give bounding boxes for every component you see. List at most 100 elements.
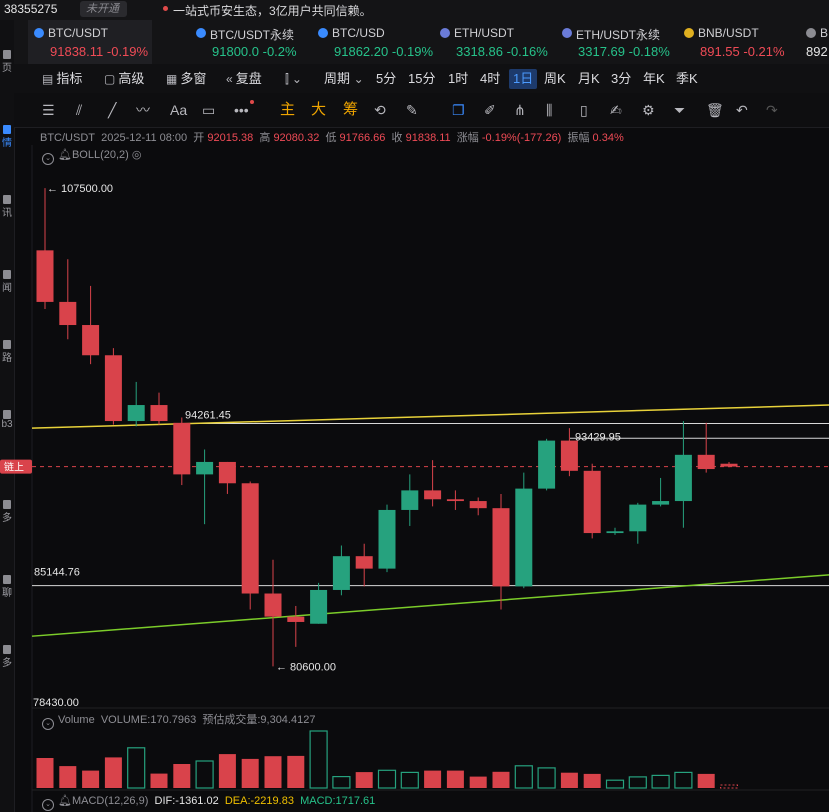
period-month[interactable]: 月K — [578, 71, 600, 86]
swap-icon[interactable]: ⟲ — [374, 102, 386, 118]
rewind-icon: « — [226, 72, 233, 86]
period-quarter[interactable]: 季K — [676, 71, 698, 86]
period-5m[interactable]: 5分 — [376, 71, 397, 86]
candle-down — [82, 325, 100, 356]
volume-bar — [446, 770, 464, 788]
volume-label: ⌄ Volume VOLUME:170.7963 预估成交量:9,304.4127 — [42, 711, 315, 730]
tab-btc-usdt-perp[interactable]: BTC/USDT永续 91800.0 -0.2% — [190, 20, 314, 64]
main-indicator-button[interactable]: 主 — [280, 101, 296, 118]
period-15m[interactable]: 15分 — [408, 71, 436, 86]
candle-up — [127, 405, 145, 422]
volume-bar — [59, 766, 77, 788]
sidebar-item-news-flash[interactable]: 讯 — [0, 195, 14, 219]
left-sidebar: 页 情 讯 闻 路 b3 多 聊 多 — [0, 20, 15, 812]
bnb-icon — [684, 28, 694, 38]
price-label: ← 107500.00 — [47, 183, 113, 195]
advanced-button[interactable]: ▢ 高级 — [104, 69, 144, 89]
sidebar-item-home[interactable]: 页 — [0, 50, 14, 74]
volume-bar — [241, 758, 259, 788]
axis-min-label: 78430.00 — [33, 697, 79, 709]
volume-bar — [287, 755, 305, 788]
btc-icon — [196, 28, 206, 38]
edit-icon[interactable]: ✎ — [406, 102, 418, 118]
tab-btc-usdt[interactable]: BTC/USDT 91838.11 -0.19% — [28, 20, 152, 64]
collapse-icon[interactable]: ⌄ — [42, 799, 54, 811]
bell-icon[interactable]: 🔔︎ — [58, 149, 72, 161]
candle-up — [310, 589, 328, 624]
multi-window-icon: ▦ — [166, 72, 178, 86]
sidebar-item-more[interactable]: 多 — [0, 500, 14, 524]
big-order-button[interactable]: 大 — [311, 101, 327, 118]
candle-down — [355, 556, 373, 569]
pen-icon[interactable]: ✐ — [484, 102, 496, 118]
candles-icon[interactable]: ⫼ — [546, 102, 553, 118]
period-1d[interactable]: 1日 — [509, 69, 538, 89]
sidebar-item-chat[interactable]: 聊 — [0, 575, 14, 599]
volume-bar — [400, 771, 419, 789]
clipboard-icon[interactable]: ▯ — [580, 102, 588, 118]
note-edit-icon[interactable]: ✍ — [610, 102, 622, 118]
eye-hidden-icon[interactable]: ◎ — [131, 149, 142, 161]
candle-up — [674, 454, 692, 502]
volume-bar — [469, 776, 487, 788]
candle-up — [401, 490, 419, 510]
tab-eth-usdt[interactable]: ETH/USDT 3318.86 -0.16% — [434, 20, 558, 64]
period-week[interactable]: 周K — [544, 71, 566, 86]
collapse-icon[interactable]: ⌄ — [42, 718, 54, 730]
tab-btc-usd[interactable]: BTC/USD 91862.20 -0.19% — [312, 20, 436, 64]
period-4h[interactable]: 4时 — [480, 71, 501, 86]
chat-icon — [3, 575, 11, 584]
tab-partial[interactable]: B 892 — [806, 26, 829, 59]
volume-bar — [332, 775, 351, 789]
sidebar-item-roadmap[interactable]: 路 — [0, 340, 14, 364]
redo-icon[interactable]: ↷ — [766, 102, 778, 118]
volume-bar — [492, 771, 510, 788]
wave-icon[interactable]: 〰 — [136, 102, 150, 118]
candle-down — [583, 470, 601, 534]
sidebar-item-news[interactable]: 闻 — [0, 270, 14, 294]
tab-eth-usdt-perp[interactable]: ETH/USDT永续 3317.69 -0.18% — [556, 20, 680, 64]
market-icon — [3, 125, 11, 134]
chart-type-button[interactable]: ⫿ ⌄ — [285, 69, 305, 89]
volume-bar — [628, 776, 647, 789]
advanced-icon: ▢ — [104, 72, 116, 86]
candle-down — [720, 463, 738, 467]
undo-icon[interactable]: ↶ — [736, 102, 748, 118]
magnet-icon[interactable]: ⋔ — [514, 102, 526, 118]
status-badge[interactable]: 未开通 — [80, 1, 127, 17]
candle-up — [332, 556, 350, 590]
sidebar-item-more-2[interactable]: 多 — [0, 645, 14, 669]
candle-down — [104, 355, 122, 422]
period-year[interactable]: 年K — [643, 71, 665, 86]
text-tool-icon[interactable]: Aa — [170, 102, 188, 118]
volume-bar — [82, 770, 100, 788]
trash-icon[interactable]: 🗑 — [706, 102, 724, 118]
sidebar-item-market[interactable]: 情 — [0, 125, 14, 149]
macd-label: ⌄ 🔔︎MACD(12,26,9) DIF:-1361.02 DEA:-2219.… — [42, 794, 375, 811]
filter-icon[interactable]: ⏷ — [674, 102, 686, 118]
collapse-icon[interactable]: ⌄ — [42, 153, 54, 165]
resistance-trend-line — [31, 404, 829, 429]
notice-text[interactable]: 一站式币安生态，3亿用户共同信赖。 — [173, 4, 372, 18]
home-icon — [3, 50, 11, 59]
more-dots-icon[interactable]: ••• — [234, 100, 254, 119]
menu-icon[interactable]: ☰ — [42, 102, 55, 118]
sidebar-item-web3[interactable]: b3 — [0, 410, 14, 430]
ruler-icon[interactable]: ▭ — [202, 102, 216, 118]
replay-button[interactable]: «复盘 — [226, 69, 262, 89]
copy-icon[interactable]: ❐ — [452, 102, 465, 118]
boll-indicator-label[interactable]: ⌄ 🔔︎BOLL(20,2) ◎ — [42, 148, 142, 165]
period-3m[interactable]: 3分 — [611, 71, 632, 86]
period-1h[interactable]: 1时 — [448, 71, 469, 86]
parallel-lines-icon[interactable]: ⫽ — [76, 102, 83, 118]
chip-distribution-button[interactable]: 筹 — [343, 101, 359, 118]
settings-icon[interactable]: ⚙ — [642, 102, 655, 118]
trend-line-icon[interactable]: ╱ — [108, 102, 117, 118]
candle-down — [287, 616, 305, 622]
indicator-button[interactable]: ▤ 指标 — [42, 69, 82, 89]
multi-window-button[interactable]: ▦ 多窗 — [166, 69, 206, 89]
cycle-dropdown[interactable]: 周期 ⌄ — [324, 69, 367, 89]
bell-icon[interactable]: 🔔︎ — [58, 795, 72, 807]
tab-bnb-usdt[interactable]: BNB/USDT 891.55 -0.21% — [678, 20, 802, 64]
